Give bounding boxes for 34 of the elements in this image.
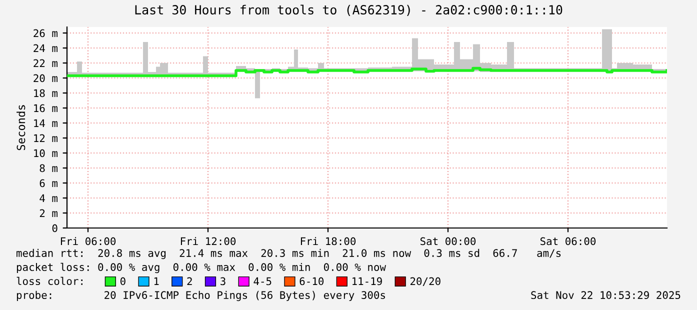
y-tick-label: 8 m xyxy=(40,164,58,172)
x-tick-label: Fri 12:00 xyxy=(180,237,236,246)
y-tick-label: 26 m xyxy=(34,29,58,38)
y-tick-label: 6 m xyxy=(40,179,58,188)
x-tick-label: Sat 06:00 xyxy=(540,237,596,246)
y-tick-label: 16 m xyxy=(34,104,58,112)
legend-label: 0 xyxy=(120,277,126,286)
text: Sat Nov 22 10:53:29 2025 xyxy=(531,291,680,300)
y-tick-label: 24 m xyxy=(34,44,58,52)
y-tick-label: 0 xyxy=(52,224,58,232)
y-axis-title: Seconds xyxy=(16,105,26,150)
y-tick-label: 10 m xyxy=(34,149,58,158)
legend-label: 6-10 xyxy=(300,277,324,286)
legend-label: 3 xyxy=(220,277,226,286)
legend-label: 11-19 xyxy=(352,277,382,286)
y-tick-label: 12 m xyxy=(34,134,58,142)
y-tick-label: 2 m xyxy=(40,209,58,217)
y-tick-label: 20 m xyxy=(34,74,58,82)
chart-title: Last 30 Hours from tools to (AS62319) - 2a02:c900:0:1::10 xyxy=(135,4,562,16)
text: packet loss: 0.00 % avg 0.00 % max 0.00 % min 0.00 % now xyxy=(16,262,386,274)
legend-title: loss color: xyxy=(16,276,82,286)
x-tick-label: Fri 18:00 xyxy=(300,237,356,246)
legend-label: 20/20 xyxy=(410,277,440,286)
legend-label: 1 xyxy=(154,277,159,286)
y-tick-label: 22 m xyxy=(34,59,58,67)
legend-label: 4-5 xyxy=(254,277,272,286)
text: probe: 20 IPv6-ICMP Echo Pings (56 Bytes) every 300s xyxy=(16,290,385,302)
y-tick-label: 18 m xyxy=(34,89,58,98)
text: median rtt: 20.8 ms avg 21.4 ms max 20.3 ms min 21.0 ms now 0.3 ms sd 66.7 am/s xyxy=(16,248,561,260)
x-tick-label: Sat 00:00 xyxy=(420,237,476,246)
y-tick-label: 14 m xyxy=(34,119,58,127)
legend-label: 2 xyxy=(187,277,192,286)
x-tick-label: Fri 06:00 xyxy=(60,237,116,246)
y-tick-label: 4 m xyxy=(40,194,58,202)
